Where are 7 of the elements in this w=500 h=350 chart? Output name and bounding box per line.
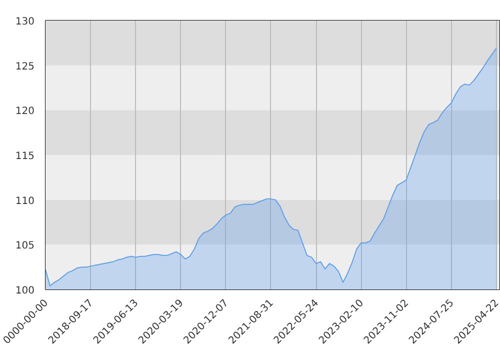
y-tick-label: 115: [15, 151, 35, 162]
y-tick-label: 105: [15, 240, 35, 252]
y-tick-label: 110: [15, 196, 35, 207]
y-tick-label: 125: [15, 61, 35, 72]
y-tick-label: 100: [15, 286, 35, 296]
y-tick-label: 120: [15, 106, 35, 118]
y-tick-label: 130: [15, 16, 35, 28]
